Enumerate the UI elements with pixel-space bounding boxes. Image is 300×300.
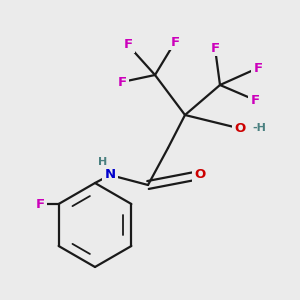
Text: H: H [98,157,107,167]
Text: O: O [234,122,246,134]
Text: F: F [210,41,220,55]
Text: F: F [170,35,180,49]
Text: F: F [123,38,133,52]
Text: -H: -H [252,123,266,133]
Text: F: F [254,61,262,74]
Text: N: N [104,169,116,182]
Text: F: F [250,94,260,106]
Text: O: O [194,169,206,182]
Text: F: F [117,76,127,88]
Text: F: F [36,197,45,211]
